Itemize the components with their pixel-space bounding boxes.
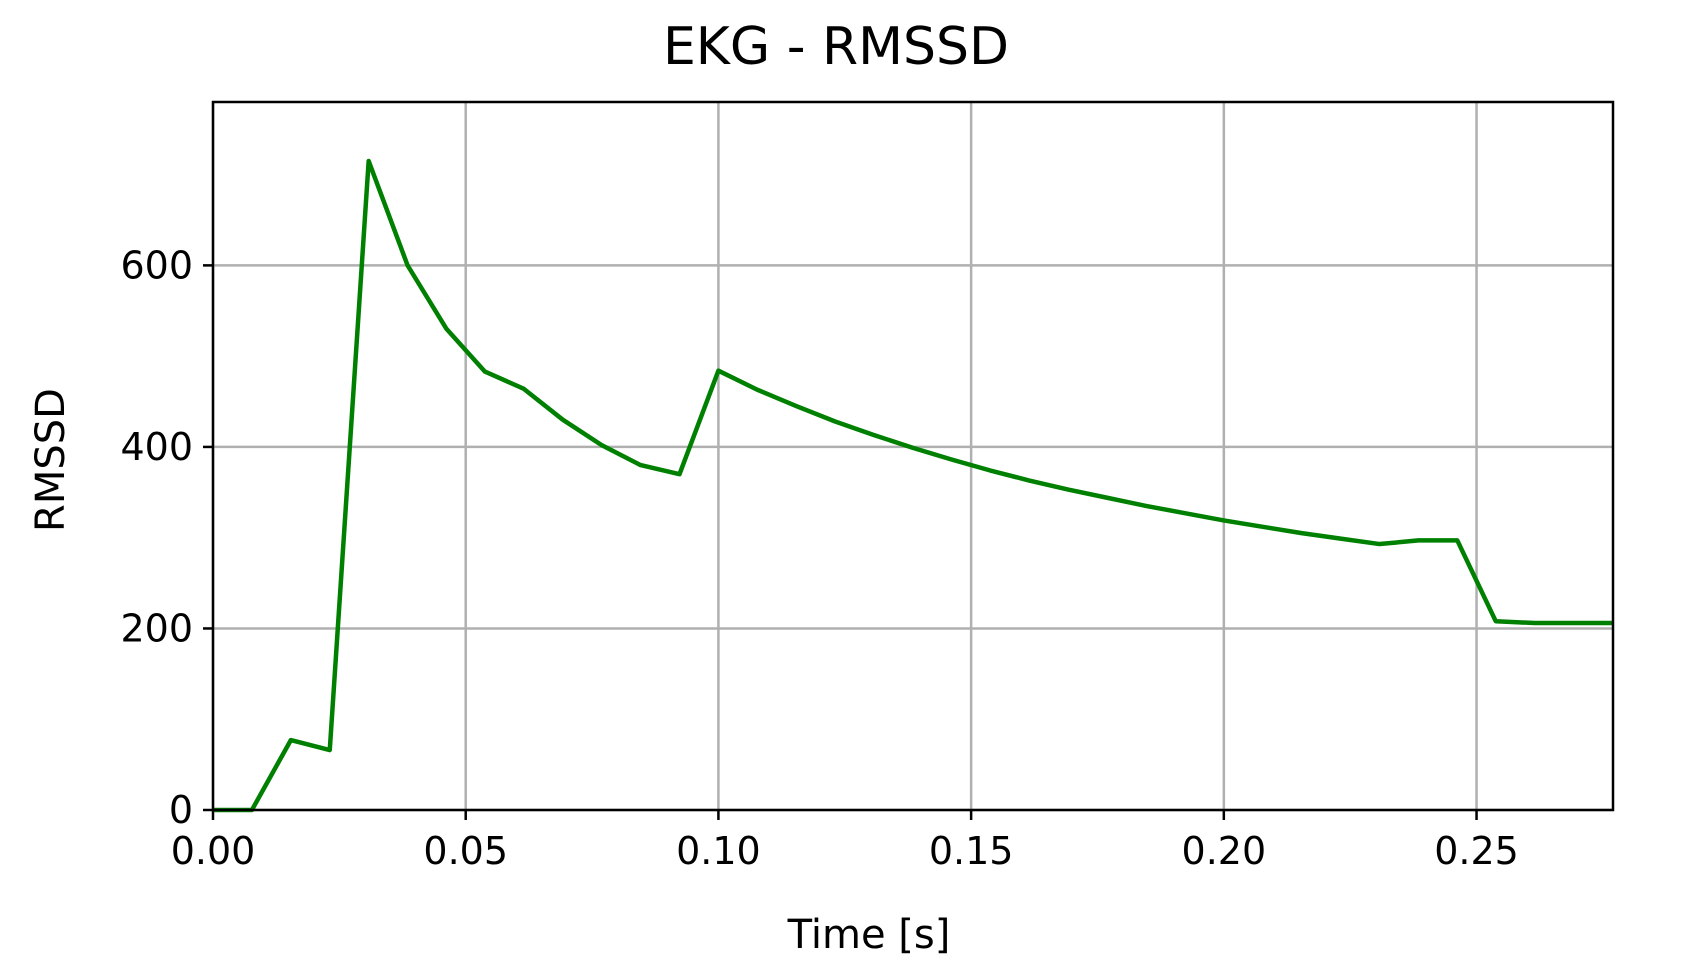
x-axis-label: Time [s] — [787, 912, 951, 958]
y-tick-label-1: 200 — [120, 606, 193, 650]
series-layer — [213, 158, 1613, 813]
y-tick-label-0: 0 — [169, 788, 193, 832]
y-axis-label: RMSSD — [28, 388, 74, 532]
x-tick-label-5: 0.25 — [1434, 829, 1519, 873]
plot-frame — [211, 100, 1615, 812]
x-tick-label-0: 0.00 — [171, 829, 256, 873]
chart-title: EKG - RMSSD — [663, 17, 1009, 77]
grid-layer — [211, 102, 1613, 812]
x-tick-label-4: 0.20 — [1182, 829, 1267, 873]
series-line-0 — [213, 158, 1613, 813]
x-tick-label-1: 0.05 — [423, 829, 508, 873]
y-tick-label-3: 600 — [120, 243, 193, 287]
y-tick-label-2: 400 — [120, 425, 193, 469]
x-tick-label-3: 0.15 — [929, 829, 1014, 873]
ticks-layer: 0.00 0.05 0.10 0.15 0.20 0.25 0 200 400 600 — [120, 243, 1518, 873]
x-tick-label-2: 0.10 — [676, 829, 761, 873]
